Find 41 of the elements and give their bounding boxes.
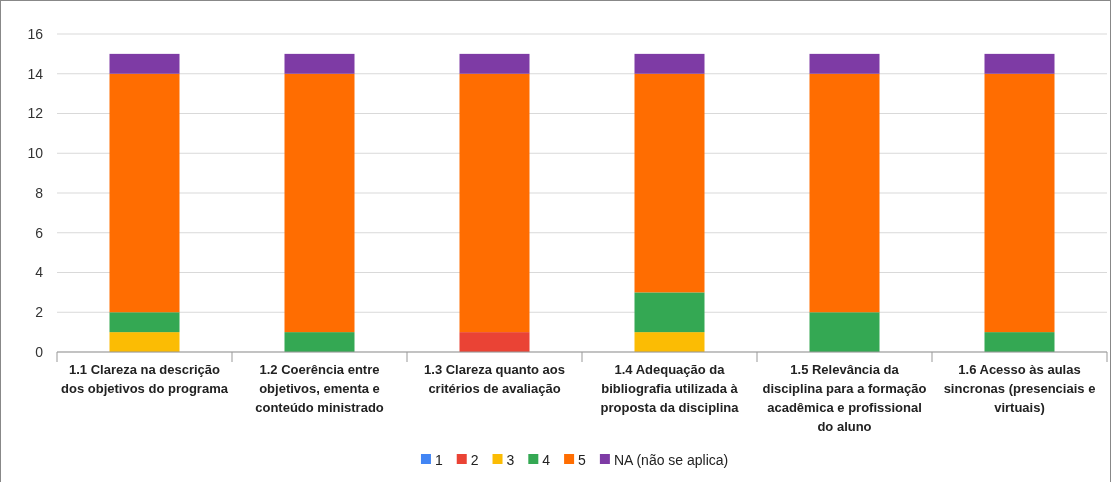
y-tick-label: 2: [35, 304, 44, 321]
y-tick-label: 8: [35, 184, 44, 201]
y-tick-label: 10: [27, 145, 44, 162]
bar: [634, 332, 705, 352]
legend-label: 3: [506, 451, 515, 468]
bar: [634, 73, 705, 293]
y-tick-label: 16: [27, 25, 44, 42]
bar: [284, 73, 355, 333]
bar: [459, 73, 530, 333]
y-tick-label: 0: [35, 343, 44, 360]
bar: [284, 53, 355, 74]
x-tick-label: 1.2 Coerência entre objetivos, ementa e conteúdo ministrado: [255, 362, 384, 415]
bar: [459, 53, 530, 74]
x-tick-label: 1.4 Adequação da bibliografia utilizada à proposta da disciplina: [600, 362, 740, 415]
x-tick-label: 1.3 Clareza quanto aos critérios de avaliação: [424, 362, 565, 396]
bar: [109, 332, 180, 352]
y-tick-label: 12: [27, 105, 44, 122]
legend-label: 1: [434, 451, 443, 468]
y-tick-label: 4: [35, 264, 44, 281]
x-tick-label: 1.5 Relevância da disciplina para a formação acadêmica e profissional do aluno: [762, 362, 927, 434]
bar: [109, 53, 180, 74]
legend-label: 4: [542, 451, 551, 468]
bar: [809, 312, 880, 352]
bar: [809, 53, 880, 74]
bar: [984, 332, 1055, 352]
bar: [109, 73, 180, 313]
bar: [809, 73, 880, 313]
legend-label: 5: [578, 451, 587, 468]
bar: [284, 332, 355, 352]
legend-label: 2: [470, 451, 479, 468]
bar: [984, 53, 1055, 74]
y-tick-label: 14: [27, 65, 44, 82]
bar: [634, 53, 705, 74]
y-tick-label: 6: [35, 224, 44, 241]
bar: [109, 312, 180, 333]
legend-label: NA (não se aplica): [613, 451, 729, 468]
x-tick-label: 1.1 Clareza na descrição dos objetivos do programa: [61, 362, 229, 396]
bar: [984, 73, 1055, 333]
bar: [459, 332, 530, 352]
x-tick-label: 1.6 Acesso às aulas sincronas (presenciais e virtuais): [943, 362, 1096, 415]
bar: [634, 292, 705, 333]
